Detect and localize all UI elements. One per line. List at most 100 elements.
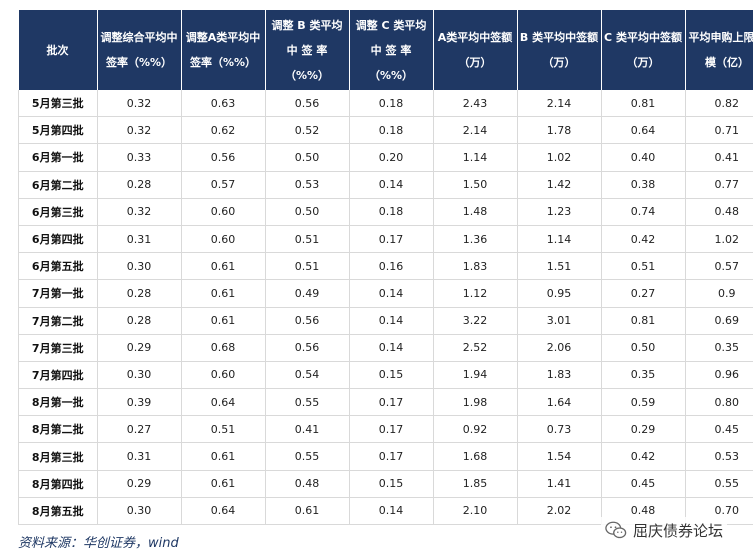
value-cell: 1.41	[517, 470, 602, 498]
table-row: 6月第五批 0.30 0.61 0.51 0.16 1.83 1.51 0.51 0.57	[18, 252, 753, 281]
table-row: 8月第一批 0.39 0.64 0.55 0.17 1.98 1.64 0.59 0.80	[18, 388, 753, 417]
batch-cell: 8月第二批	[18, 415, 98, 444]
value-cell: 0.16	[349, 252, 434, 281]
value-cell: 1.14	[517, 225, 602, 254]
table-container: 批次 调整综合平均中签率（%%） 调整A类平均中签率（%%） 调整 B 类平均 中 签…	[18, 10, 753, 526]
value-cell: 0.32	[97, 90, 182, 118]
value-cell: 1.78	[517, 116, 602, 145]
table-header: 批次 调整综合平均中签率（%%） 调整A类平均中签率（%%） 调整 B 类平均 中 签…	[18, 10, 753, 90]
batch-cell: 7月第四批	[18, 361, 98, 390]
value-cell: 0.31	[97, 442, 182, 471]
value-cell: 0.61	[181, 307, 266, 335]
value-cell: 0.40	[601, 143, 686, 172]
value-cell: 0.57	[685, 252, 753, 281]
value-cell: 0.29	[97, 470, 182, 498]
batch-cell: 7月第三批	[18, 334, 98, 362]
value-cell: 1.83	[433, 252, 518, 281]
value-cell: 0.45	[601, 470, 686, 498]
value-cell: 0.28	[97, 307, 182, 335]
column-header: 平均申购上限规模（亿）	[685, 10, 753, 90]
value-cell: 0.61	[181, 442, 266, 471]
column-header: B 类平均中签额（万）	[517, 10, 602, 90]
value-cell: 0.51	[265, 252, 350, 281]
value-cell: 0.55	[265, 388, 350, 417]
batch-cell: 5月第四批	[18, 116, 98, 145]
watermark-text: 屈庆债券论坛	[632, 521, 723, 540]
batch-cell: 6月第四批	[18, 225, 98, 254]
value-cell: 1.68	[433, 442, 518, 471]
value-cell: 0.49	[265, 279, 350, 308]
table-body: 5月第三批 0.32 0.63 0.56 0.18 2.43 2.14 0.81 0.82 5月第…	[18, 90, 753, 526]
value-cell: 0.81	[601, 307, 686, 335]
value-cell: 0.14	[349, 171, 434, 199]
source-note: 资料来源：华创证券，wind	[18, 536, 179, 551]
value-cell: 0.30	[97, 252, 182, 281]
value-cell: 0.35	[601, 361, 686, 390]
value-cell: 0.15	[349, 470, 434, 498]
value-cell: 0.63	[181, 90, 266, 118]
value-cell: 0.35	[685, 334, 753, 362]
value-cell: 0.18	[349, 90, 434, 118]
value-cell: 0.29	[601, 415, 686, 444]
value-cell: 0.17	[349, 442, 434, 471]
table-row: 6月第三批 0.32 0.60 0.50 0.18 1.48 1.23 0.74 0.48	[18, 198, 753, 226]
value-cell: 1.83	[517, 361, 602, 390]
value-cell: 0.45	[685, 415, 753, 444]
value-cell: 0.27	[601, 279, 686, 308]
value-cell: 0.15	[349, 361, 434, 390]
value-cell: 0.73	[517, 415, 602, 444]
value-cell: 1.64	[517, 388, 602, 417]
value-cell: 0.18	[349, 198, 434, 226]
value-cell: 0.17	[349, 415, 434, 444]
value-cell: 0.60	[181, 198, 266, 226]
batch-cell: 6月第二批	[18, 171, 98, 199]
value-cell: 0.28	[97, 171, 182, 199]
value-cell: 0.53	[685, 442, 753, 471]
value-cell: 0.50	[265, 143, 350, 172]
value-cell: 1.14	[433, 143, 518, 172]
table-row: 5月第三批 0.32 0.63 0.56 0.18 2.43 2.14 0.81 0.82	[18, 90, 753, 118]
column-header: 调整 B 类平均 中 签 率（%%）	[265, 10, 350, 90]
value-cell: 0.42	[601, 225, 686, 254]
table-row: 8月第三批 0.31 0.61 0.55 0.17 1.68 1.54 0.42 0.53	[18, 442, 753, 471]
value-cell: 0.53	[265, 171, 350, 199]
value-cell: 0.61	[181, 252, 266, 281]
value-cell: 0.56	[265, 334, 350, 362]
value-cell: 0.71	[685, 116, 753, 145]
value-cell: 0.41	[265, 415, 350, 444]
table-row: 7月第二批 0.28 0.61 0.56 0.14 3.22 3.01 0.81 0.69	[18, 307, 753, 335]
value-cell: 0.60	[181, 361, 266, 390]
value-cell: 0.18	[349, 116, 434, 145]
value-cell: 0.80	[685, 388, 753, 417]
value-cell: 0.17	[349, 225, 434, 254]
value-cell: 0.29	[97, 334, 182, 362]
value-cell: 1.23	[517, 198, 602, 226]
value-cell: 0.74	[601, 198, 686, 226]
value-cell: 0.96	[685, 361, 753, 390]
value-cell: 0.60	[181, 225, 266, 254]
batch-cell: 7月第二批	[18, 307, 98, 335]
watermark: 屈庆债券论坛	[600, 517, 727, 543]
value-cell: 0.68	[181, 334, 266, 362]
value-cell: 0.54	[265, 361, 350, 390]
value-cell: 0.33	[97, 143, 182, 172]
value-cell: 1.50	[433, 171, 518, 199]
value-cell: 1.02	[517, 143, 602, 172]
value-cell: 0.50	[265, 198, 350, 226]
column-header: A类平均中签额（万）	[433, 10, 518, 90]
value-cell: 0.95	[517, 279, 602, 308]
value-cell: 0.30	[97, 361, 182, 390]
value-cell: 0.14	[349, 497, 434, 526]
value-cell: 2.52	[433, 334, 518, 362]
value-cell: 0.39	[97, 388, 182, 417]
value-cell: 0.32	[97, 198, 182, 226]
value-cell: 2.10	[433, 497, 518, 526]
batch-cell: 6月第三批	[18, 198, 98, 226]
value-cell: 0.32	[97, 116, 182, 145]
batch-cell: 7月第一批	[18, 279, 98, 308]
value-cell: 1.02	[685, 225, 753, 254]
value-cell: 1.48	[433, 198, 518, 226]
batch-cell: 8月第三批	[18, 442, 98, 471]
column-header: 调整 C 类平均 中 签 率（%%）	[349, 10, 434, 90]
column-header-batch: 批次	[18, 10, 98, 90]
